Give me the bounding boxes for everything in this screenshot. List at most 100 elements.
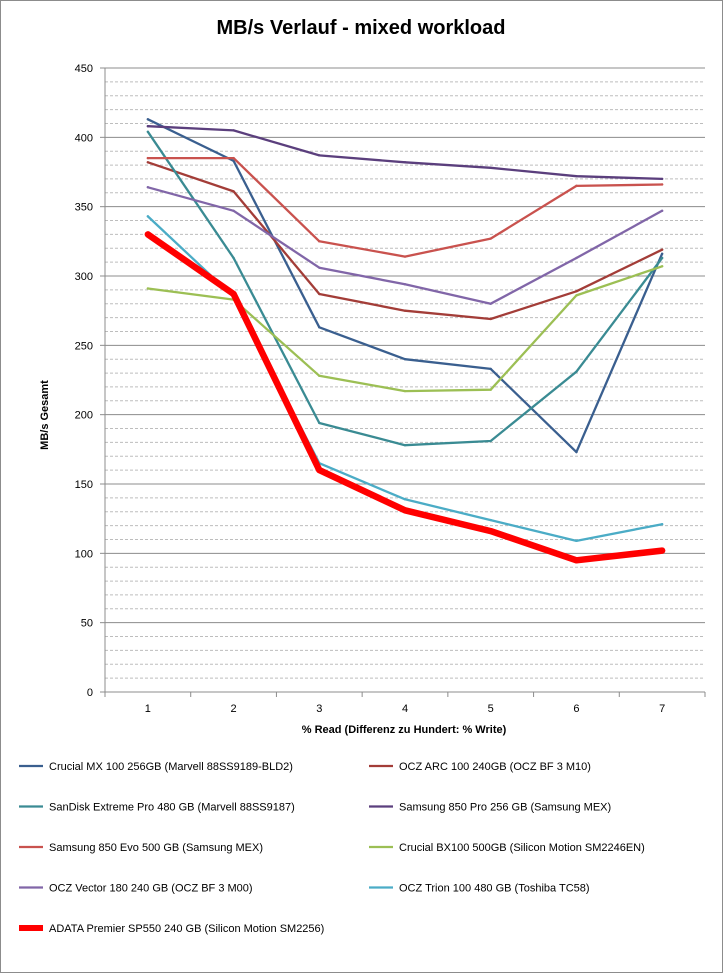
x-tick-label: 7: [659, 703, 665, 715]
legend-label: OCZ Vector 180 240 GB (OCZ BF 3 M00): [49, 883, 253, 895]
y-tick-label: 200: [75, 410, 93, 422]
data-point: [403, 389, 407, 393]
legend-label: Crucial BX100 500GB (Silicon Motion SM22…: [399, 842, 645, 854]
series-6: [146, 186, 664, 305]
data-point: [403, 443, 407, 447]
data-point: [489, 439, 492, 443]
data-point: [489, 302, 492, 305]
axes: 1 2 3 4 5 6 7: [100, 67, 706, 715]
legend-item: OCZ Trion 100 480 GB (Toshiba TC58): [369, 883, 590, 895]
data-point: [146, 186, 150, 189]
data-point: [575, 539, 578, 543]
data-point: [318, 326, 321, 329]
data-point: [146, 161, 150, 164]
x-tick-label: 3: [316, 703, 322, 715]
y-tick-label: 350: [75, 202, 93, 214]
data-point: [575, 370, 578, 373]
data-point: [232, 256, 235, 260]
data-point: [659, 547, 666, 554]
data-point: [575, 450, 578, 454]
data-point: [144, 231, 151, 238]
x-axis-title: % Read (Differenz zu Hundert: % Write): [302, 724, 507, 736]
y-tick-label: 50: [81, 618, 93, 630]
series-3: [146, 125, 664, 181]
y-tick-label: 0: [87, 687, 93, 699]
data-point: [403, 358, 407, 361]
data-point: [146, 156, 150, 160]
legend-item: ADATA Premier SP550 240 GB (Silicon Moti…: [19, 923, 324, 935]
series-1: [146, 161, 664, 321]
legend-item: Crucial MX 100 256GB (Marvell 88SS9189-B…: [19, 761, 293, 773]
data-point: [575, 256, 578, 260]
y-tick-label: 150: [75, 479, 93, 491]
data-point: [146, 118, 150, 121]
data-point: [575, 290, 578, 293]
data-point: [318, 154, 321, 157]
legend-label: OCZ Trion 100 480 GB (Toshiba TC58): [399, 883, 590, 895]
legend-item: OCZ ARC 100 240GB (OCZ BF 3 M10): [369, 761, 591, 773]
data-point: [575, 294, 578, 297]
y-tick-label: 300: [75, 271, 93, 283]
data-point: [660, 177, 664, 181]
legend: Crucial MX 100 256GB (Marvell 88SS9189-B…: [19, 761, 645, 935]
legend-label: ADATA Premier SP550 240 GB (Silicon Moti…: [49, 923, 324, 935]
x-tick-label: 5: [488, 703, 494, 715]
data-point: [403, 161, 407, 164]
data-point: [316, 467, 323, 474]
data-point: [487, 528, 494, 535]
data-point: [660, 183, 664, 186]
data-point: [489, 367, 492, 371]
chart-title: MB/s Verlauf - mixed workload: [217, 17, 506, 39]
data-point: [146, 287, 150, 290]
data-point: [660, 209, 664, 213]
data-point: [232, 159, 235, 163]
data-point: [575, 174, 578, 178]
data-point: [230, 291, 237, 298]
data-point: [489, 166, 492, 170]
legend-label: Samsung 850 Evo 500 GB (Samsung MEX): [49, 842, 263, 854]
legend-item: Crucial BX100 500GB (Silicon Motion SM22…: [369, 842, 645, 854]
data-point: [660, 523, 664, 526]
legend-item: OCZ Vector 180 240 GB (OCZ BF 3 M00): [19, 883, 253, 895]
data-point: [232, 190, 235, 193]
x-tick-label: 1: [145, 703, 151, 715]
data-point: [660, 256, 664, 260]
data-point: [318, 421, 321, 425]
data-point: [489, 317, 492, 321]
data-point: [660, 265, 664, 268]
x-tick-label: 2: [231, 703, 237, 715]
series-4: [146, 156, 664, 258]
legend-label: SanDisk Extreme Pro 480 GB (Marvell 88SS…: [49, 802, 295, 814]
data-point: [232, 129, 235, 132]
y-tick-label: 400: [75, 132, 93, 144]
data-point: [575, 184, 578, 188]
y-tick-label: 450: [75, 63, 93, 75]
legend-item: Samsung 850 Pro 256 GB (Samsung MEX): [369, 802, 611, 814]
data-point: [403, 498, 407, 501]
legend-label: OCZ ARC 100 240GB (OCZ BF 3 M10): [399, 761, 591, 773]
series-line: [146, 215, 664, 543]
data-point: [489, 388, 492, 391]
data-point: [318, 374, 321, 378]
series-0: [146, 118, 664, 454]
legend-item: Samsung 850 Evo 500 GB (Samsung MEX): [19, 842, 263, 854]
series-7: [146, 215, 664, 543]
data-point: [232, 156, 235, 160]
data-point: [318, 266, 321, 269]
data-point: [146, 130, 150, 133]
data-point: [573, 557, 580, 564]
series-lines: [144, 118, 666, 564]
data-point: [146, 215, 150, 218]
data-point: [660, 248, 664, 251]
data-point: [146, 125, 150, 128]
x-tick-label: 6: [573, 703, 579, 715]
data-point: [232, 209, 235, 213]
x-tick-label: 4: [402, 703, 408, 715]
series-line: [146, 125, 664, 181]
legend-label: Crucial MX 100 256GB (Marvell 88SS9189-B…: [49, 761, 293, 773]
grid: 0 50 100 150 200 250 300 350 400 450: [75, 63, 705, 699]
legend-item: SanDisk Extreme Pro 480 GB (Marvell 88SS…: [19, 802, 295, 814]
legend-label: Samsung 850 Pro 256 GB (Samsung MEX): [399, 802, 611, 814]
